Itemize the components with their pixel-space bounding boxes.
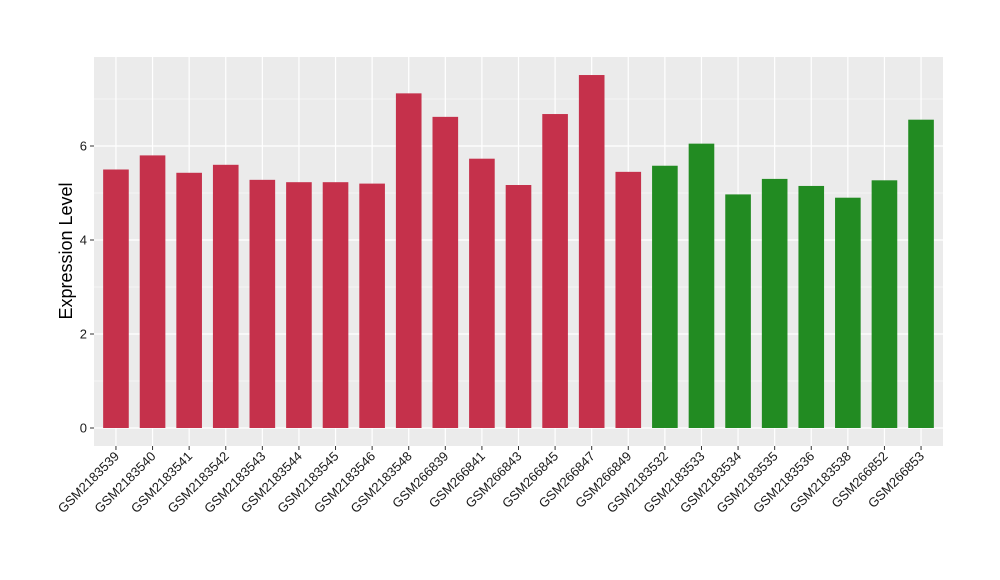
- bar-GSM266843: [505, 185, 532, 428]
- bar-GSM2183543: [249, 179, 276, 428]
- bar-GSM2183546: [359, 183, 385, 428]
- bar-GSM266852: [871, 180, 898, 428]
- y-tick-label: 4: [80, 233, 87, 248]
- bar-GSM2183532: [652, 165, 678, 429]
- bar-GSM2183542: [212, 164, 239, 429]
- bar-GSM2183548: [395, 93, 422, 429]
- bar-GSM266849: [615, 171, 642, 428]
- bar-GSM266845: [542, 114, 568, 428]
- bar-GSM2183540: [139, 155, 166, 428]
- x-axis: GSM2183539GSM2183540GSM2183541GSM2183542…: [55, 446, 927, 516]
- bar-GSM2183545: [322, 182, 349, 428]
- y-axis-title: Expression Level: [56, 182, 76, 319]
- bar-GSM2183534: [725, 194, 751, 428]
- bar-GSM266839: [432, 116, 459, 429]
- bar-GSM266847: [578, 75, 605, 428]
- bar-GSM2183539: [103, 169, 129, 428]
- bar-GSM2183541: [176, 172, 202, 428]
- bar-GSM2183535: [761, 178, 788, 428]
- y-axis: 0 2 4 6: [80, 139, 94, 436]
- bar-group: [103, 75, 934, 429]
- y-tick-label: 6: [80, 139, 87, 154]
- y-tick-label: 2: [80, 327, 87, 342]
- bar-GSM266841: [469, 158, 495, 428]
- bar-GSM2183538: [835, 197, 861, 428]
- bar-GSM2183536: [798, 185, 825, 428]
- bar-GSM2183533: [688, 143, 715, 428]
- y-tick-label: 0: [80, 421, 87, 436]
- bar-GSM266853: [908, 119, 934, 429]
- bar-GSM2183544: [286, 182, 312, 428]
